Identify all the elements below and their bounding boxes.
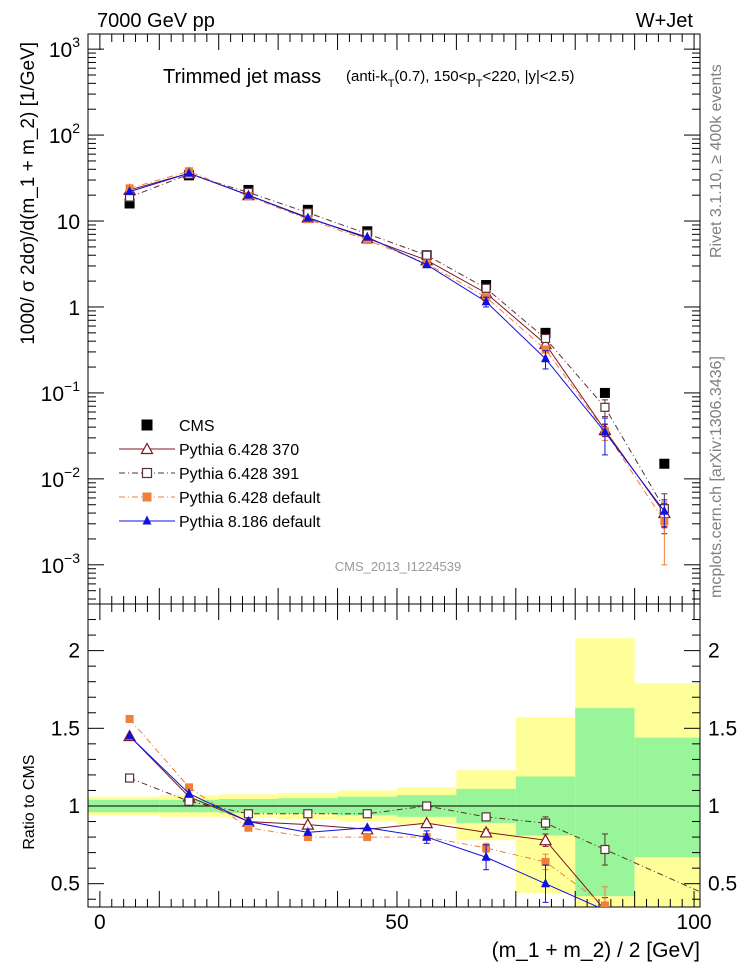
y-tick-label: 10−2 [41,464,81,492]
legend-marker [141,419,153,431]
ratio-point [481,851,491,861]
ratio-point [362,809,372,819]
band-inner [575,708,635,897]
mcplots-label: mcplots.cern.ch [arXiv:1306.3436] [708,356,725,598]
ratio-line [129,735,603,907]
ratio-point [303,833,312,842]
x-tick-label: 0 [94,911,106,934]
legend-marker [141,467,153,479]
data-point [540,327,551,338]
y-tick-label: 10−3 [41,550,81,578]
ratio-point [185,783,194,792]
chart-title: Trimmed jet mass [163,66,321,88]
ratio-point [541,857,550,866]
legend-label: Pythia 6.428 default [179,490,321,507]
ratio-point [422,831,432,841]
ratio-point [600,844,610,855]
y-tick-label: 10 [57,211,80,234]
ratio-point [125,730,135,740]
data-point [362,231,372,241]
ratio-point [244,823,253,832]
ratio-point [184,796,194,806]
ratio-y-tick-label-right: 1.5 [708,717,737,740]
ratio-y-tick-label: 1.5 [51,717,80,740]
data-point [600,402,610,412]
ratio-frame [87,603,701,908]
ratio-y-tick-label: 0.5 [51,873,80,896]
legend-label: Pythia 6.428 370 [179,442,299,459]
data-point [124,198,135,209]
data-point [125,186,135,196]
series-line [129,170,665,522]
x-tick-label: 100 [677,911,712,934]
watermark: CMS_2013_I1224539 [335,559,462,574]
data-point [243,189,253,199]
ratio-series-group [123,714,700,907]
ratio-point [125,714,134,723]
legend-marker [142,515,152,525]
ratio-point [184,788,194,798]
data-point [422,259,432,269]
data-point [541,345,550,354]
ratio-point [303,826,313,836]
x-tick-label: 50 [385,911,408,934]
data-point [659,458,670,469]
ratio-point [124,773,135,783]
ratio-point [243,816,253,826]
ratio-y-tick-label: 2 [68,640,80,663]
ratio-point [541,878,551,888]
ratio-y-tick-label: 1 [68,795,80,818]
legend-label: Pythia 6.428 391 [179,466,299,483]
header-right: W+Jet [635,10,693,32]
data-point [540,333,551,344]
header-left: 7000 GeV pp [97,10,215,32]
data-point [422,250,432,260]
data-point [303,212,313,222]
rivet-label: Rivet 3.1.10, ≥ 400k events [708,64,725,258]
band-inner [634,737,700,858]
ratio-point [422,801,432,811]
legend-label: Pythia 8.186 default [179,514,321,531]
y-axis-label: 1000/ σ 2dσ)/d(m_1 + m_2) [1/GeV] [18,42,39,345]
legend-marker [140,442,154,455]
data-point [481,296,491,306]
y-tick-label: 102 [49,120,80,148]
data-point [184,167,194,177]
ratio-point [420,816,434,829]
x-axis-label: (m_1 + m_2) / 2 [GeV] [492,939,700,962]
data-point [541,353,551,363]
ratio-y-tick-label-right: 2 [708,640,720,663]
series-line [129,172,665,514]
ratio-point [481,812,491,822]
data-point [600,426,610,436]
y-tick-label: 1 [68,297,80,320]
series-line [129,172,665,512]
ratio-point [363,833,372,842]
data-point [659,505,669,515]
ratio-y-tick-label-right: 0.5 [708,873,737,896]
y-tick-label: 103 [49,34,80,62]
ratio-point [600,901,609,907]
ratio-point [538,833,553,846]
legend-marker [142,492,152,502]
ratio-y-axis-label: Ratio to CMS [21,755,38,850]
ratio-point [303,809,313,819]
ratio-point [540,818,551,828]
ratio-point [479,825,493,838]
ratio-y-tick-label-right: 1 [708,795,720,818]
legend-label: CMS [179,418,215,435]
ratio-point [362,822,372,832]
main-series-group [123,166,671,566]
data-point [481,283,491,293]
data-point [599,387,610,398]
y-tick-label: 10−1 [41,378,81,406]
chart-subtitle: (anti-kT(0.7), 150<pT<220, |y|<2.5) [346,68,575,90]
